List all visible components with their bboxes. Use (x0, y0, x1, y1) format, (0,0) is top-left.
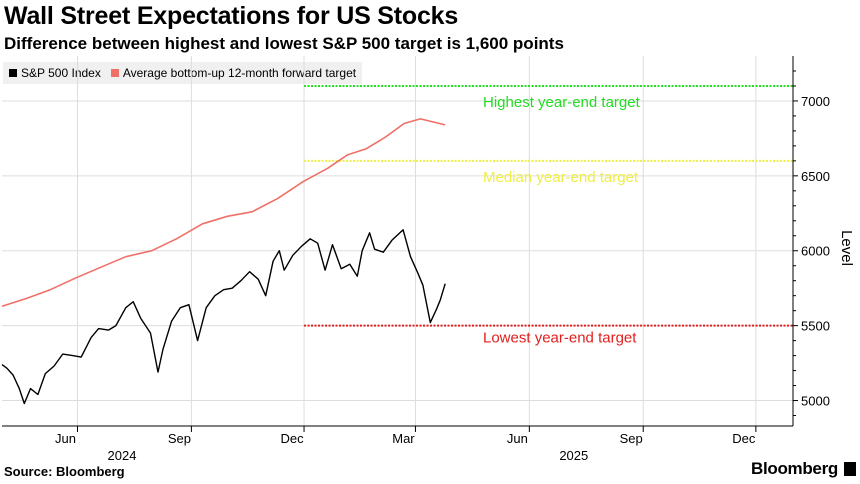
y-tick-label: 5000 (801, 394, 830, 409)
y-tick-label: 6500 (801, 169, 830, 184)
legend-swatch-sp500 (9, 69, 17, 77)
series-lines (1, 118, 446, 405)
series-line-forward-target (1, 118, 446, 307)
source-note: Source: Bloomberg (4, 464, 125, 479)
x-tick-label: Sep (168, 431, 191, 446)
legend-swatch-forward-target (110, 69, 119, 77)
x-axis: Jun Sep Dec Mar Jun Sep Dec 2024 2025 (2, 425, 793, 463)
reference-line-label: Lowest year-end target (483, 330, 637, 347)
reference-lines: Highest year-end target Median year-end t… (304, 84, 793, 347)
y-axis: 5000 5500 6000 6500 7000 (792, 56, 830, 426)
x-tick-label: Dec (732, 431, 756, 446)
x-tick-label: Dec (280, 431, 304, 446)
x-tick-label: Jun (55, 431, 76, 446)
x-tick-label: Mar (392, 431, 415, 446)
brand-mark-icon (844, 462, 856, 476)
legend-label-sp500: S&P 500 Index (21, 66, 101, 80)
y-tick-label: 5500 (801, 319, 830, 334)
y-tick-label: 6000 (801, 244, 830, 259)
chart-subtitle: Difference between highest and lowest S&… (4, 34, 564, 53)
legend-item-forward-target: Average bottom-up 12-month forward targe… (110, 66, 357, 80)
y-tick-label: 7000 (801, 94, 830, 109)
y-axis-label: Level (838, 230, 855, 266)
x-tick-label: Jun (507, 431, 528, 446)
reference-line-label: Highest year-end target (483, 94, 641, 111)
chart-legend: S&P 500 Index Average bottom-up 12-month… (3, 62, 363, 84)
series-line-sp500 (1, 229, 446, 405)
chart-grid (2, 56, 793, 426)
x-tick-label: Sep (620, 431, 643, 446)
brand-logo: Bloomberg (750, 459, 838, 478)
legend-label-forward-target: Average bottom-up 12-month forward targe… (122, 66, 357, 80)
chart-title: Wall Street Expectations for US Stocks (4, 2, 459, 30)
legend-item-sp500: S&P 500 Index (9, 66, 101, 80)
reference-line-label: Median year-end target (483, 169, 639, 186)
x-year-label: 2025 (559, 448, 588, 463)
x-year-label: 2024 (108, 448, 137, 463)
